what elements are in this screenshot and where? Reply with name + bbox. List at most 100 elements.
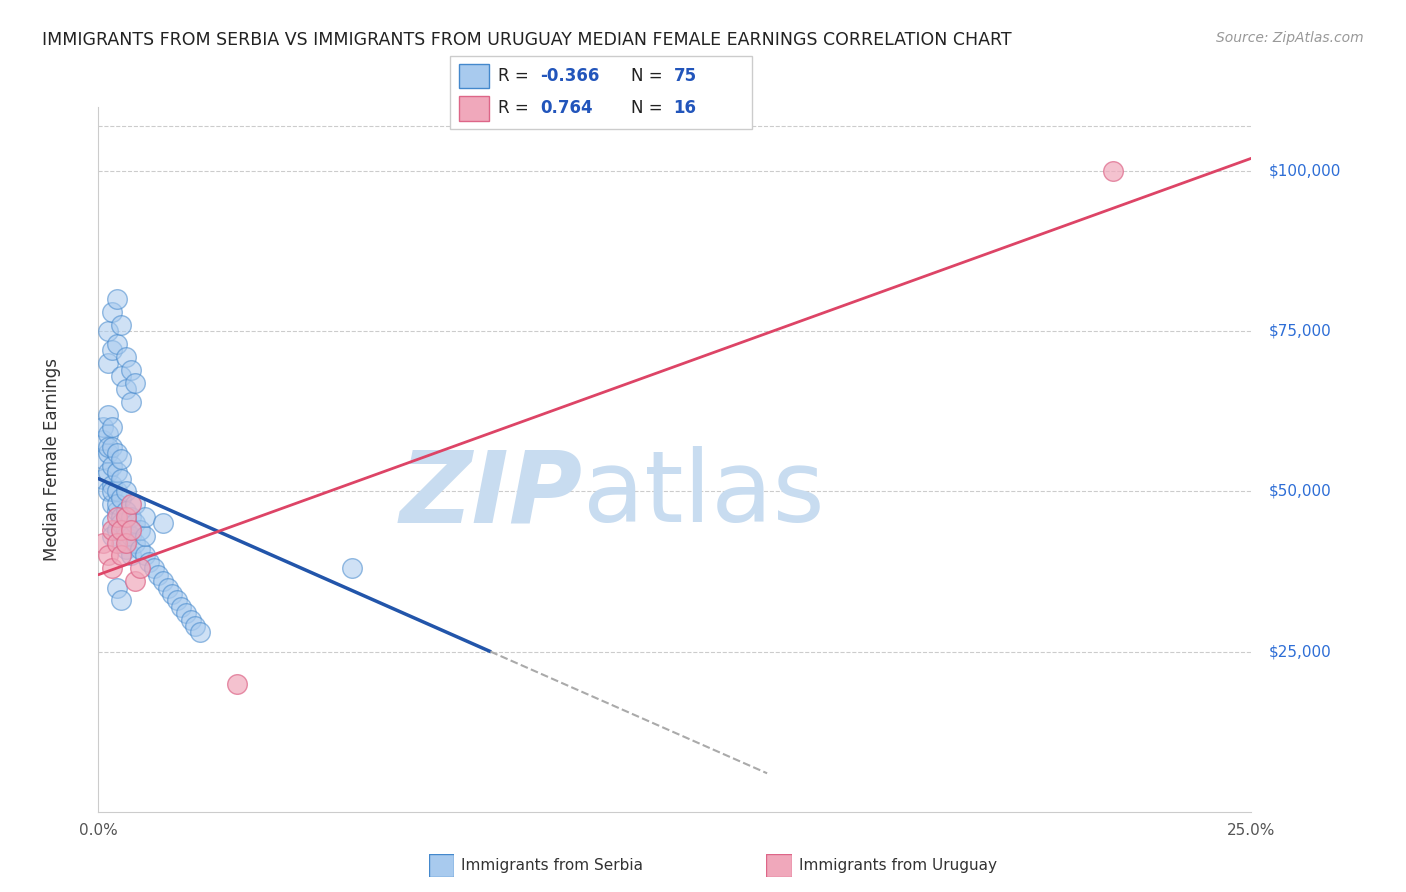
Text: ZIP: ZIP [399, 446, 582, 543]
Point [124, 516, 146, 531]
Text: 75: 75 [673, 67, 697, 85]
Point [110, 516, 132, 531]
Point [110, 510, 132, 524]
Point [91, 433, 114, 447]
Point [180, 613, 202, 627]
Text: Source: ZipAtlas.com: Source: ZipAtlas.com [1216, 31, 1364, 45]
Point [101, 516, 124, 531]
Text: Immigrants from Uruguay: Immigrants from Uruguay [799, 858, 997, 872]
Point [152, 516, 174, 531]
Point [97, 446, 120, 460]
Point [120, 549, 142, 563]
Text: R =: R = [498, 99, 534, 117]
Point [105, 446, 128, 460]
Point [115, 523, 138, 537]
FancyBboxPatch shape [450, 56, 752, 129]
Point [120, 497, 142, 511]
Point [138, 555, 160, 569]
Point [134, 549, 156, 563]
Text: $100,000: $100,000 [1268, 163, 1341, 178]
Point [101, 484, 124, 499]
Point [105, 581, 128, 595]
Point [110, 369, 132, 384]
Point [124, 535, 146, 549]
Point [110, 535, 132, 549]
Point [97, 549, 120, 563]
Point [91, 472, 114, 486]
Text: R =: R = [498, 67, 534, 85]
Text: $25,000: $25,000 [1268, 644, 1331, 659]
Point [115, 510, 138, 524]
Point [120, 529, 142, 543]
Text: Immigrants from Serbia: Immigrants from Serbia [461, 858, 643, 872]
Text: $50,000: $50,000 [1268, 484, 1331, 499]
Point [170, 599, 193, 614]
Point [97, 426, 120, 441]
Point [115, 535, 138, 549]
Point [97, 408, 120, 422]
Point [97, 324, 120, 338]
Point [115, 542, 138, 557]
Point [91, 452, 114, 467]
Point [124, 376, 146, 390]
Point [152, 574, 174, 588]
Point [101, 529, 124, 543]
Point [101, 343, 124, 358]
Point [142, 561, 165, 575]
Point [91, 420, 114, 434]
Point [105, 523, 128, 537]
Point [97, 356, 120, 370]
Point [160, 587, 183, 601]
Point [105, 535, 128, 549]
Point [105, 292, 128, 306]
Point [97, 465, 120, 479]
Point [129, 542, 152, 557]
Point [101, 458, 124, 473]
Point [105, 337, 128, 351]
Text: 16: 16 [673, 99, 696, 117]
Point [101, 523, 124, 537]
Point [124, 574, 146, 588]
Point [188, 625, 211, 640]
Point [156, 581, 179, 595]
Point [120, 510, 142, 524]
Point [101, 440, 124, 454]
Point [174, 606, 197, 620]
Text: $75,000: $75,000 [1268, 324, 1331, 339]
FancyBboxPatch shape [458, 64, 489, 88]
Point [115, 382, 138, 396]
Point [110, 491, 132, 505]
Point [105, 503, 128, 517]
Point [115, 529, 138, 543]
Point [120, 362, 142, 376]
Point [101, 478, 124, 492]
Point [105, 497, 128, 511]
Point [129, 561, 152, 575]
Point [340, 561, 363, 575]
Point [134, 529, 156, 543]
Text: Median Female Earnings: Median Female Earnings [44, 358, 62, 561]
Point [124, 497, 146, 511]
Point [97, 484, 120, 499]
Point [115, 350, 138, 364]
Point [120, 394, 142, 409]
FancyBboxPatch shape [429, 854, 454, 877]
Point [110, 549, 132, 563]
Point [105, 465, 128, 479]
Point [110, 452, 132, 467]
FancyBboxPatch shape [766, 854, 792, 877]
Text: atlas: atlas [582, 446, 824, 543]
Point [105, 484, 128, 499]
Point [110, 593, 132, 607]
Point [225, 676, 247, 690]
Point [101, 497, 124, 511]
Text: IMMIGRANTS FROM SERBIA VS IMMIGRANTS FROM URUGUAY MEDIAN FEMALE EARNINGS CORRELA: IMMIGRANTS FROM SERBIA VS IMMIGRANTS FRO… [42, 31, 1012, 49]
Point [110, 472, 132, 486]
Point [120, 523, 142, 537]
Point [166, 593, 188, 607]
Point [91, 535, 114, 549]
Point [110, 318, 132, 332]
Point [110, 523, 132, 537]
Point [184, 619, 207, 633]
Point [105, 510, 128, 524]
